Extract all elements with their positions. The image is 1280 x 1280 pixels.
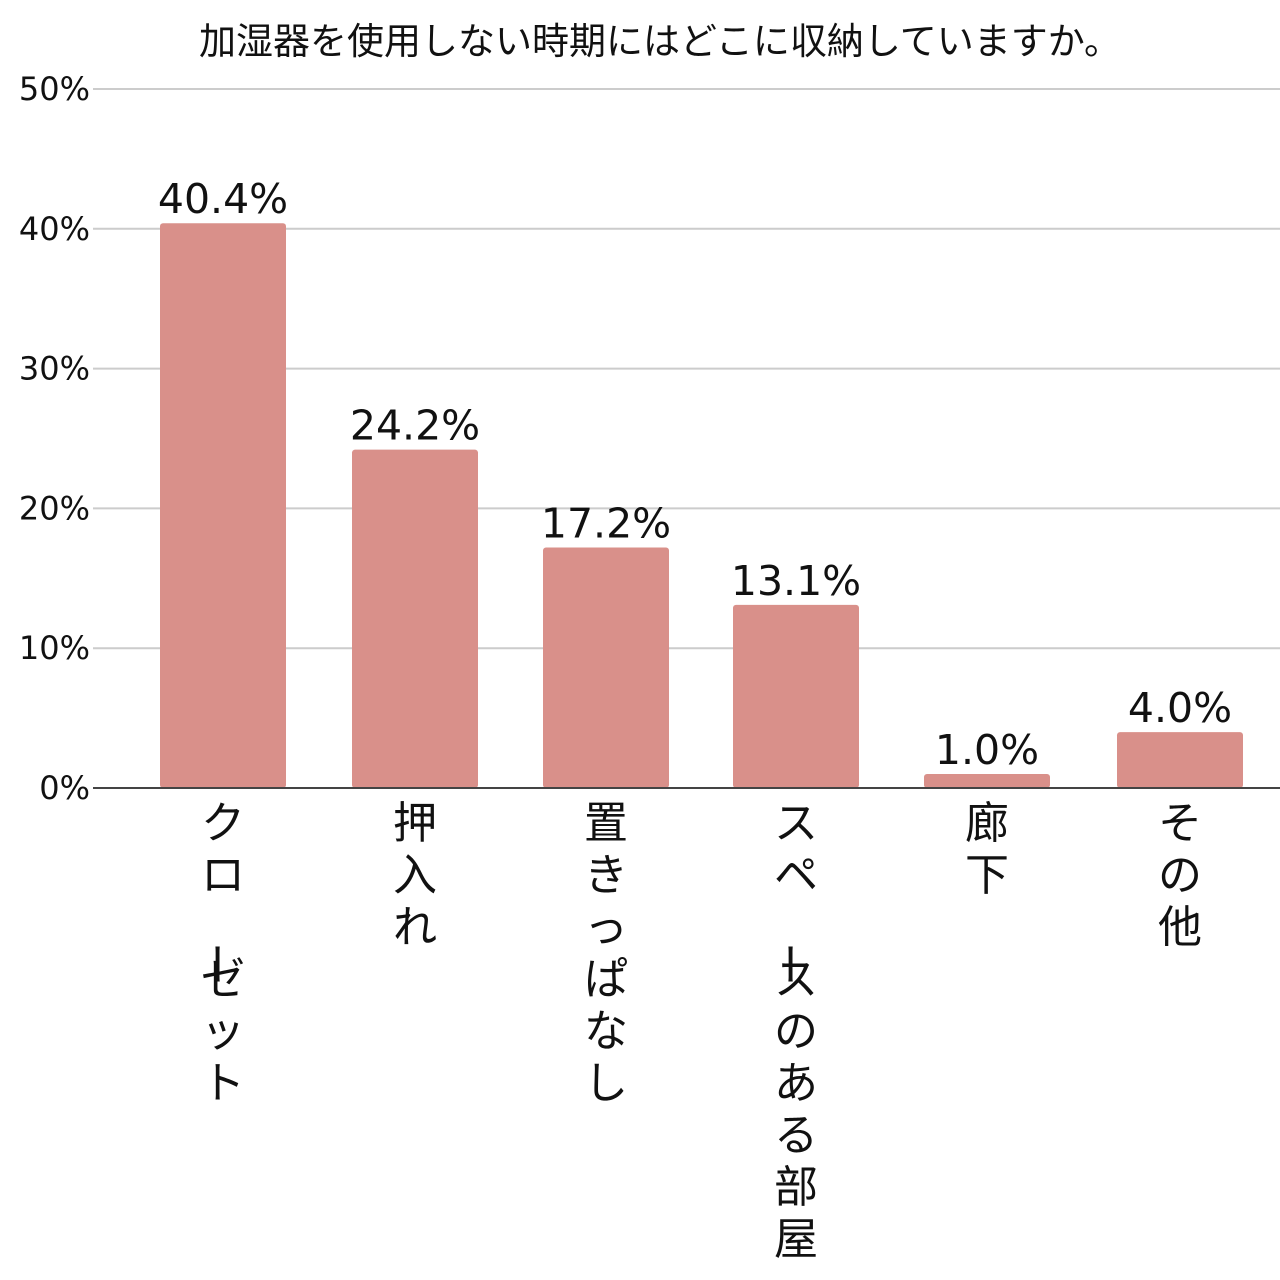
y-tick-label: 50% (19, 70, 90, 108)
bar-2 (352, 449, 478, 788)
data-label: 13.1% (731, 557, 861, 605)
data-label: 24.2% (350, 402, 480, 450)
y-tick-label: 40% (19, 210, 90, 248)
category-label: スペースのある部屋 (763, 798, 818, 1265)
category-label: その他 (1158, 798, 1202, 953)
category-label: 押入れ (393, 798, 437, 953)
bar-3 (543, 547, 669, 788)
bars (160, 223, 1243, 788)
y-axis-tick-labels: 0% 10% 20% 30% 40% 50% (19, 70, 90, 807)
data-label: 4.0% (1128, 684, 1232, 732)
y-tick-label: 10% (19, 629, 90, 667)
data-labels: 40.4% 24.2% 17.2% 13.1% 1.0% 4.0% (158, 175, 1232, 774)
data-label: 40.4% (158, 175, 288, 223)
data-label: 17.2% (541, 500, 671, 548)
gridlines (93, 88, 1280, 650)
bar-4 (733, 604, 859, 788)
category-label: 廊下 (965, 798, 1009, 901)
y-tick-label: 30% (19, 350, 90, 388)
y-tick-label: 20% (19, 489, 90, 527)
category-label: クローゼット (190, 798, 245, 1109)
data-label: 1.0% (935, 726, 1039, 774)
chart-title: 加湿器を使用しない時期にはどこに収納していますか。 (199, 20, 1121, 63)
bar-1 (160, 223, 286, 788)
category-labels: クローゼット 押入れ 置きっぱなし スペースのある部屋 廊下 その他 (190, 798, 1202, 1265)
y-tick-label: 0% (39, 769, 90, 807)
bar-6 (1117, 732, 1243, 788)
category-label: 置きっぱなし (584, 798, 628, 1109)
bar-5 (924, 774, 1050, 788)
